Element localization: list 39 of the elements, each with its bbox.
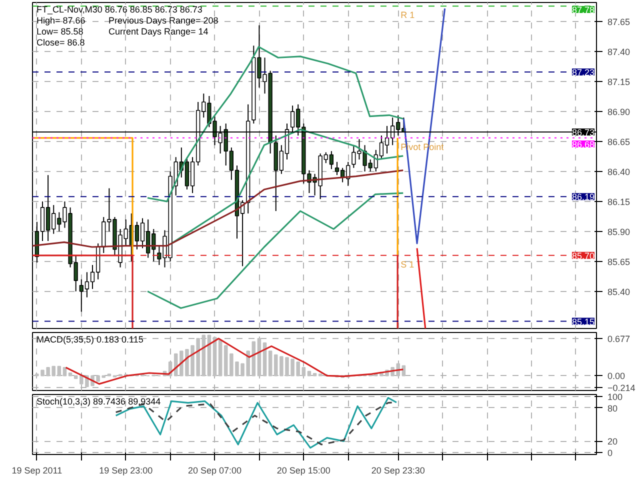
annotation: Low= 85.58	[36, 26, 84, 36]
ref-line-label: 86.73	[572, 127, 595, 138]
y-tick-label: 20	[608, 436, 618, 447]
ref-line-label: 86.19	[572, 192, 595, 202]
ref-line-label: 87.23	[572, 68, 595, 78]
y-tick-label: 87.65	[608, 17, 630, 28]
y-tick-label: 80	[608, 403, 618, 414]
x-tick-label: 20 Sep 15:00	[276, 466, 330, 476]
ref-line-label: 85.15	[572, 316, 595, 327]
y-tick-label: 100	[608, 392, 623, 402]
y-tick-label: 87.40	[608, 47, 630, 58]
annotation: Close= 86.8	[36, 38, 85, 48]
y-tick-label: −0.214	[608, 382, 636, 393]
y-tick-label: 85.65	[608, 256, 630, 267]
y-tick-label: 86.65	[608, 137, 630, 148]
chart-title: Stoch(10,3,3) 89.7436 89.9344	[36, 396, 161, 406]
ref-line-label: 85.70	[572, 250, 595, 261]
y-tick-label: 85.40	[608, 286, 630, 297]
annotation: Current Days Range= 14	[108, 26, 208, 36]
annotation: S 1	[400, 259, 414, 270]
y-tick-label: 0.677	[608, 334, 630, 344]
ref-line-label: 86.68	[572, 139, 595, 150]
annotation: R 1	[400, 10, 415, 20]
annotation: High= 87.66	[36, 16, 86, 26]
y-tick-label: 86.15	[608, 196, 630, 207]
y-tick-label: 0.00	[608, 371, 626, 382]
x-tick-label: 20 Sep 23:30	[371, 466, 425, 476]
y-tick-label: 86.40	[608, 166, 630, 177]
chart-title: FT_CL-Nov,M30 86.76 86.85 86.73 86.73	[36, 4, 202, 14]
ref-line-label: 87.78	[572, 5, 595, 15]
x-tick-label: 19 Sep 2011	[12, 466, 62, 476]
y-tick-label: 85.90	[608, 226, 630, 237]
y-tick-label: 86.90	[608, 107, 630, 118]
x-tick-label: 19 Sep 23:00	[99, 466, 153, 476]
x-tick-label: 20 Sep 07:00	[188, 466, 242, 476]
y-tick-label: 87.15	[608, 77, 630, 88]
y-tick-label: 0	[608, 448, 613, 458]
chart-title: MACD(5,35,5) 0.183 0.115	[36, 334, 144, 344]
annotation: Previous Days Range= 208	[108, 16, 218, 26]
